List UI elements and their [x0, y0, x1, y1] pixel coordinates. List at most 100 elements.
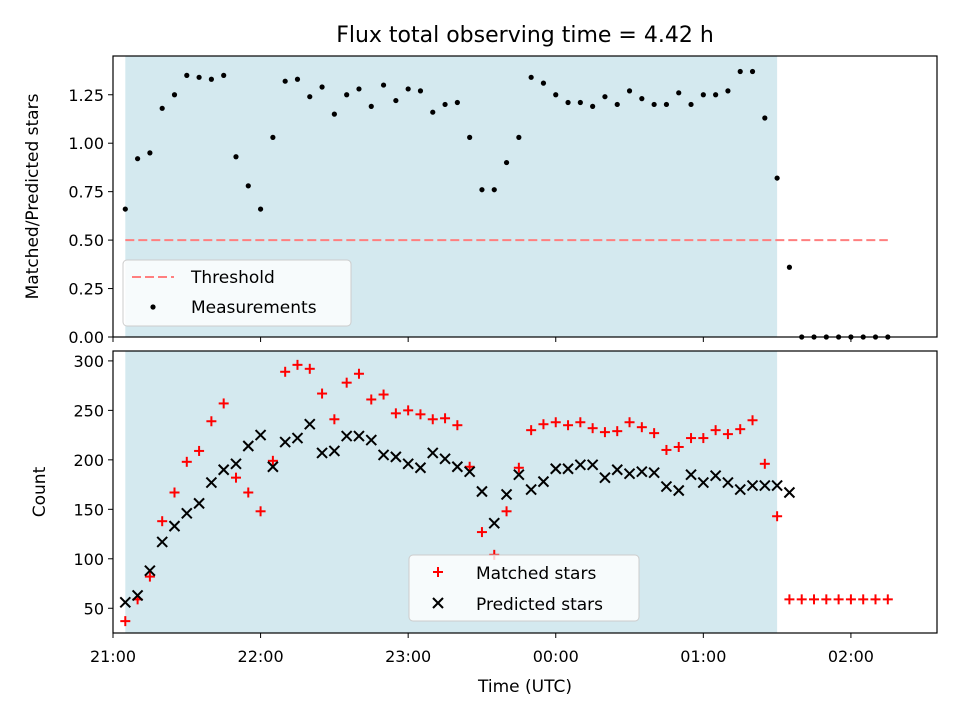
measurement-legend-label: Measurements [191, 298, 317, 318]
measurement-point [294, 76, 301, 82]
measurement-point [417, 88, 424, 94]
measurement-point [553, 92, 559, 98]
marker-stroke [574, 459, 587, 471]
matched-star-point [433, 567, 443, 577]
predicted-star-point [709, 469, 722, 482]
measurement-point [590, 103, 596, 109]
predicted-star-point [660, 480, 673, 493]
marker-stroke [673, 484, 685, 497]
y-tick-label: 300 [73, 352, 104, 371]
matched-star-point [464, 461, 475, 472]
marker-stroke [316, 447, 328, 459]
matched-star-point [612, 426, 623, 437]
y-tick-label: 0.00 [68, 328, 104, 347]
matched-star-point [157, 516, 168, 527]
marker-stroke [746, 479, 759, 492]
matched-star-point [403, 405, 414, 416]
predicted-star-point [685, 468, 697, 481]
ratio-y-axis-label: Matched/Predicted stars [23, 93, 43, 299]
matched-star-point [390, 408, 401, 419]
measurement-point [233, 154, 239, 160]
marker-stroke [156, 536, 168, 548]
chart-title: Flux total observing time = 4.42 h [336, 23, 714, 48]
predicted-star-point [328, 445, 341, 457]
matched-star-point [710, 425, 721, 436]
measurement-point [270, 134, 276, 140]
matched-star-point [366, 394, 377, 405]
marker-stroke [414, 462, 427, 474]
predicted-star-point [439, 453, 451, 465]
marker-stroke [144, 564, 156, 577]
measurement-point [725, 88, 731, 94]
matched-star-point [317, 388, 328, 399]
marker-stroke [697, 476, 710, 489]
count-y-ticks: 50 100 150 200 250 300 [73, 352, 113, 618]
marker-stroke [525, 483, 537, 496]
measurement-point [737, 68, 743, 75]
predicted-star-point [144, 564, 156, 577]
predicted-star-point [611, 464, 623, 476]
predicted-star-point [377, 449, 390, 461]
matched-star-point [698, 433, 709, 444]
predicted-star-point [673, 484, 685, 497]
measurement-point [380, 82, 387, 88]
matched-star-point [452, 420, 463, 431]
measurement-point [491, 187, 497, 193]
measurement-point [208, 76, 214, 82]
matched-star-point [809, 594, 820, 605]
y-tick-label: 200 [73, 451, 104, 470]
matched-star-point [144, 571, 155, 582]
predicted-star-point [365, 434, 377, 446]
marker-stroke [636, 466, 648, 478]
measurement-point [713, 92, 719, 98]
measurement-point [479, 187, 485, 193]
predicted-star-point [168, 520, 181, 532]
matched-star-point [759, 458, 770, 469]
predicted-star-point [217, 464, 230, 476]
measurement-point [159, 105, 165, 111]
measurement-point [184, 72, 190, 78]
matched-star-point [440, 413, 451, 424]
ratio-axes-frame [112, 55, 938, 338]
predicted-star-point [697, 476, 710, 489]
y-tick-label: 1.00 [68, 134, 104, 153]
matched-star-point [821, 594, 832, 605]
matched-star-point [341, 377, 352, 388]
matched-star-point [255, 506, 266, 517]
matched-star-point [661, 444, 672, 455]
marker-stroke [685, 468, 697, 481]
measurement-point [516, 134, 522, 140]
marker-stroke [660, 480, 673, 493]
matched-star-point [378, 389, 389, 400]
matched-star-point [304, 363, 315, 374]
y-tick-label: 100 [73, 550, 104, 569]
measurement-point [626, 88, 633, 94]
marker-stroke [432, 597, 444, 609]
marker-stroke [279, 436, 291, 448]
measurement-point [762, 115, 768, 121]
predicted-star-point [488, 517, 500, 529]
y-tick-label: 0.50 [68, 231, 104, 250]
predicted-star-point [427, 447, 439, 459]
x-tick-label: 21:00 [90, 647, 136, 666]
marker-stroke [242, 440, 254, 452]
measurement-point [528, 74, 534, 80]
matched-star-point [206, 416, 217, 427]
matched-star-point [218, 398, 229, 409]
predicted-star-point [562, 463, 574, 475]
measurement-point [503, 159, 510, 166]
measurement-point [356, 86, 362, 92]
ratio-y-ticks: 0.00 0.25 0.50 0.75 1.00 1.25 [68, 86, 113, 347]
predicted-star-point [586, 459, 599, 471]
matched-star-point [624, 417, 635, 428]
measurement-point [307, 94, 313, 100]
ratio-x-ticks [112, 337, 852, 342]
measurement-point [430, 109, 436, 115]
predicted-star-point [230, 458, 242, 470]
count-points [119, 359, 893, 627]
matched-star-point [243, 487, 254, 498]
predicted-star-point [574, 459, 587, 471]
measurement-point [221, 72, 227, 78]
predicted-star-point [734, 483, 746, 496]
